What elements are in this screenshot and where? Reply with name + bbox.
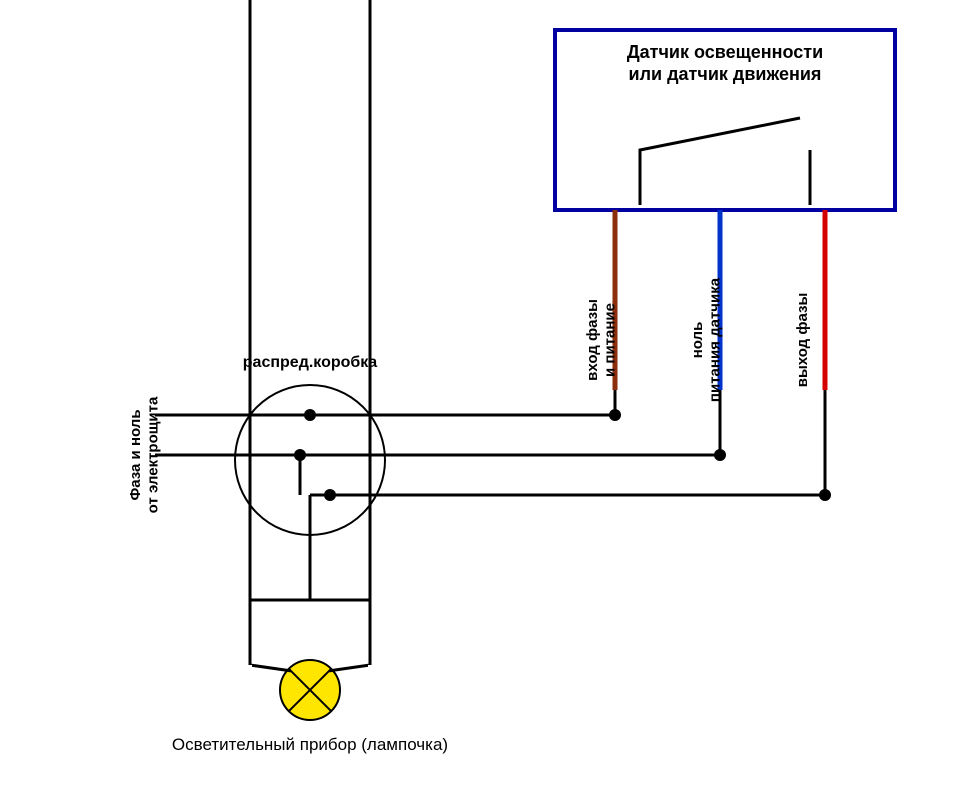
svg-text:распред.коробка: распред.коробка — [243, 354, 378, 371]
svg-text:выход фазы: выход фазы — [794, 293, 811, 388]
svg-text:Датчик освещенности: Датчик освещенности — [627, 42, 823, 62]
svg-text:ноль: ноль — [689, 322, 706, 359]
svg-text:питания датчика: питания датчика — [706, 277, 723, 402]
svg-text:и питание: и питание — [601, 303, 618, 377]
svg-text:Фаза и ноль: Фаза и ноль — [127, 409, 144, 500]
svg-text:вход фазы: вход фазы — [584, 299, 601, 381]
svg-text:Осветительный прибор (лампочка: Осветительный прибор (лампочка) — [172, 735, 448, 754]
wiring-diagram: Датчик освещенностиили датчик движения вх… — [0, 0, 960, 795]
svg-text:или датчик движения: или датчик движения — [629, 64, 822, 84]
